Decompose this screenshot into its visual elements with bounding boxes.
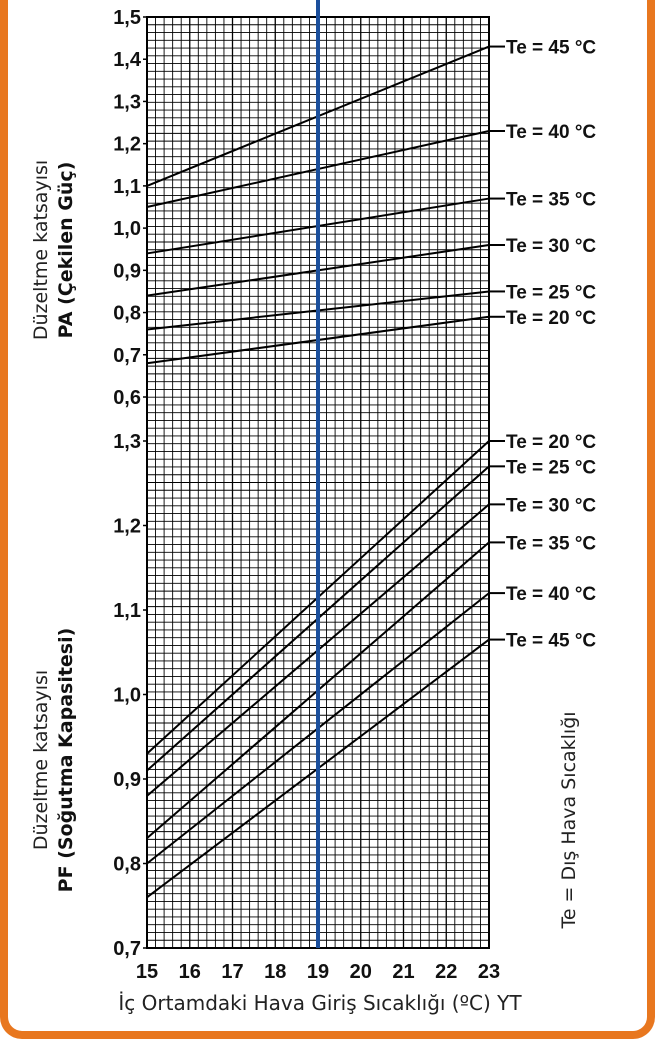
x-tick-label: 19 [307,961,329,983]
series-label-pa: Te = 20 °C [506,308,596,329]
series-label-pa: Te = 45 °C [506,38,596,59]
series-label-pa: Te = 30 °C [506,236,596,257]
y-tick-label-pf: 1,3 [113,431,141,453]
x-tick-label: 21 [392,961,414,983]
x-tick-label: 23 [478,961,500,983]
chart-labels: 1,5 1,4 1,3 1,2 1,1 1,0 0,9 0,8 0,7 0,6 Te = 45 °C… [113,7,596,983]
series-label-pa: Te = 35 °C [506,190,596,211]
x-tick-label: 22 [435,961,457,983]
y-tick-label-pa: 0,6 [113,387,141,409]
series-label-pf: Te = 45 °C [506,631,596,652]
series-label-pf: Te = 20 °C [506,432,596,453]
pf-ylabel-line1: Düzeltme katsayısı [30,670,52,850]
y-tick-label-pa: 0,8 [113,303,141,325]
x-tick-label: 15 [136,961,158,983]
x-tick-label: 18 [264,961,286,983]
pa-ylabel-line1: Düzeltme katsayısı [30,160,52,340]
series-label-pf: Te = 40 °C [506,584,596,605]
series-label-pf: Te = 35 °C [506,533,596,554]
pa-ylabel-line2: PA (Çekilen Güç) [55,162,77,339]
y-tick-label-pf: 0,7 [113,938,141,960]
y-tick-label-pf: 0,9 [113,769,141,791]
y-tick-label-pa: 1,0 [113,218,141,240]
y-tick-label-pa: 1,4 [113,49,142,71]
series-label-pf: Te = 25 °C [506,457,596,478]
series-label-pf: Te = 30 °C [506,495,596,516]
y-tick-label-pa: 0,7 [113,345,141,367]
y-tick-label-pa: 1,2 [113,134,141,156]
y-tick-label-pa: 1,3 [113,91,141,113]
x-tick-label: 17 [221,961,243,983]
series-label-pa: Te = 40 °C [506,122,596,143]
te-legend-note: Te = Dış Hava Sıcaklığı [558,711,580,929]
x-axis-title: İç Ortamdaki Hava Giriş Sıcaklığı (ºC) Y… [118,991,522,1015]
y-tick-label-pa: 1,1 [113,176,141,198]
y-tick-label-pf: 1,1 [113,600,141,622]
series-label-pa: Te = 25 °C [506,282,596,303]
x-tick-label: 16 [179,961,201,983]
y-tick-label-pa: 0,9 [113,260,141,282]
y-tick-label-pf: 1,2 [113,516,141,538]
y-tick-label-pa: 1,5 [113,7,141,29]
x-tick-label: 20 [350,961,372,983]
y-tick-label-pf: 0,8 [113,854,141,876]
pf-ylabel-line2: PF (Soğutma Kapasitesi) [55,628,77,893]
y-tick-label-pf: 1,0 [113,685,141,707]
